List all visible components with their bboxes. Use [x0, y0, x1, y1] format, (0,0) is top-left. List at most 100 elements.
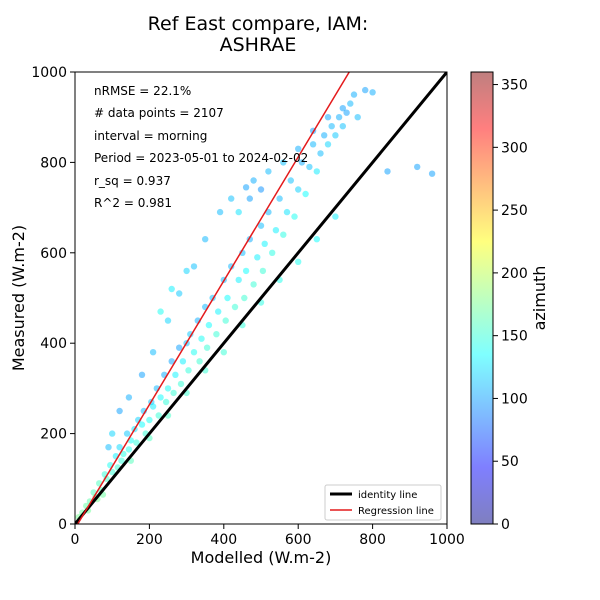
scatter-point	[109, 430, 116, 437]
scatter-point	[317, 150, 324, 157]
scatter-point	[228, 195, 235, 202]
y-tick-label: 1000	[31, 65, 67, 81]
scatter-point	[324, 114, 332, 121]
colorbar-tick-label: 150	[501, 329, 528, 345]
chart-title-line-1: Ref East compare, IAM:	[148, 13, 369, 35]
scatter-point	[235, 276, 242, 284]
scatter-point	[170, 389, 177, 397]
legend: identity line Regression line	[324, 484, 442, 521]
regression-line	[76, 72, 351, 524]
scatter-point	[257, 186, 265, 193]
scatter-point	[309, 141, 317, 148]
scatter-point	[254, 254, 261, 261]
scatter-point	[280, 231, 287, 238]
colorbar-tick-label: 50	[501, 454, 519, 470]
scatter-point	[339, 123, 346, 130]
legend-identity-label: identity line	[358, 490, 417, 501]
scatter-point	[302, 190, 309, 198]
x-axis-ticks: 0 200 400 600 800 1000	[71, 524, 465, 548]
y-tick-label: 800	[40, 155, 67, 171]
scatter-point	[116, 444, 123, 451]
scatter-point	[220, 349, 227, 356]
scatter-point	[328, 123, 335, 130]
annotation-interval: interval = morning	[94, 129, 207, 143]
scatter-point	[332, 132, 339, 139]
scatter-point	[257, 222, 265, 229]
scatter-point	[164, 385, 172, 392]
x-tick-label: 0	[71, 532, 80, 548]
scatter-point	[125, 446, 133, 453]
scatter-point	[242, 267, 250, 275]
y-tick-label: 400	[40, 336, 67, 352]
scatter-point	[298, 159, 306, 166]
annotation-r-squared: R^2 = 0.981	[94, 196, 172, 210]
scatter-point	[265, 168, 272, 175]
scatter-point	[138, 421, 146, 428]
scatter-point	[203, 344, 211, 351]
scatter-point	[118, 457, 125, 464]
scatter-point	[250, 177, 257, 184]
scatter-point	[276, 195, 283, 202]
y-tick-label: 200	[40, 427, 67, 443]
scatter-point	[283, 208, 291, 216]
scatter-point	[335, 114, 343, 121]
scatter-point	[235, 208, 242, 216]
annotation-r-sq: r_sq = 0.937	[94, 174, 171, 188]
legend-frame	[324, 484, 442, 521]
scatter-point	[269, 249, 276, 256]
scatter-point	[272, 227, 280, 234]
scatter-point	[213, 331, 220, 338]
scatter-point	[176, 344, 183, 351]
annotation-period: Period = 2023-05-01 to 2024-02-02	[94, 151, 308, 165]
scatter-point	[198, 335, 205, 342]
scatter-point	[216, 208, 224, 216]
scatter-point	[105, 444, 112, 451]
scatter-point	[280, 159, 287, 166]
scatter-point	[120, 450, 127, 458]
scatter-point	[202, 236, 209, 243]
x-tick-label: 600	[285, 532, 312, 548]
scatter-point	[196, 358, 203, 365]
scatter-point	[295, 145, 302, 152]
colorbar: 0 50 100 150 200 250 300 350 azimuth	[470, 71, 549, 533]
plot-frame	[74, 71, 448, 525]
colorbar-gradient	[470, 71, 494, 525]
scatter-point	[332, 213, 339, 220]
scatter-point	[168, 285, 175, 293]
scatter-point	[343, 109, 350, 116]
scatter-point	[215, 308, 222, 315]
scatter-point	[149, 403, 157, 410]
reference-lines	[75, 72, 447, 524]
y-tick-label: 0	[58, 517, 67, 533]
colorbar-tick-label: 300	[501, 140, 528, 156]
scatter-point	[177, 380, 185, 388]
scatter-point	[321, 132, 328, 139]
scatter-point	[168, 358, 175, 365]
scatter-point	[414, 163, 421, 171]
scatter-point	[176, 290, 183, 297]
scatter-point	[185, 367, 192, 374]
scatter-point	[125, 394, 133, 401]
scatter-point	[242, 184, 250, 191]
annotation-data-points: # data points = 2107	[94, 106, 224, 120]
scatter-point	[172, 371, 179, 378]
scatter-point	[190, 349, 198, 356]
colorbar-ticks: 0 50 100 150 200 250 300 350	[493, 78, 528, 533]
scatter-point	[313, 168, 320, 175]
scatter-point	[354, 114, 361, 121]
x-tick-label: 200	[136, 532, 163, 548]
scatter-point	[324, 141, 332, 148]
scatter-point	[428, 170, 436, 177]
colorbar-tick-label: 0	[501, 517, 510, 533]
scatter-point	[190, 263, 198, 270]
colorbar-tick-label: 250	[501, 203, 528, 219]
x-tick-label: 1000	[429, 532, 465, 548]
scatter-point	[149, 349, 157, 356]
scatter-point	[157, 394, 164, 401]
colorbar-tick-label: 200	[501, 266, 528, 282]
scatter-point	[222, 317, 229, 324]
scatter-point	[313, 236, 320, 243]
scatter-point	[183, 267, 190, 275]
scatter-point	[123, 430, 131, 437]
scatter-point	[295, 186, 302, 193]
